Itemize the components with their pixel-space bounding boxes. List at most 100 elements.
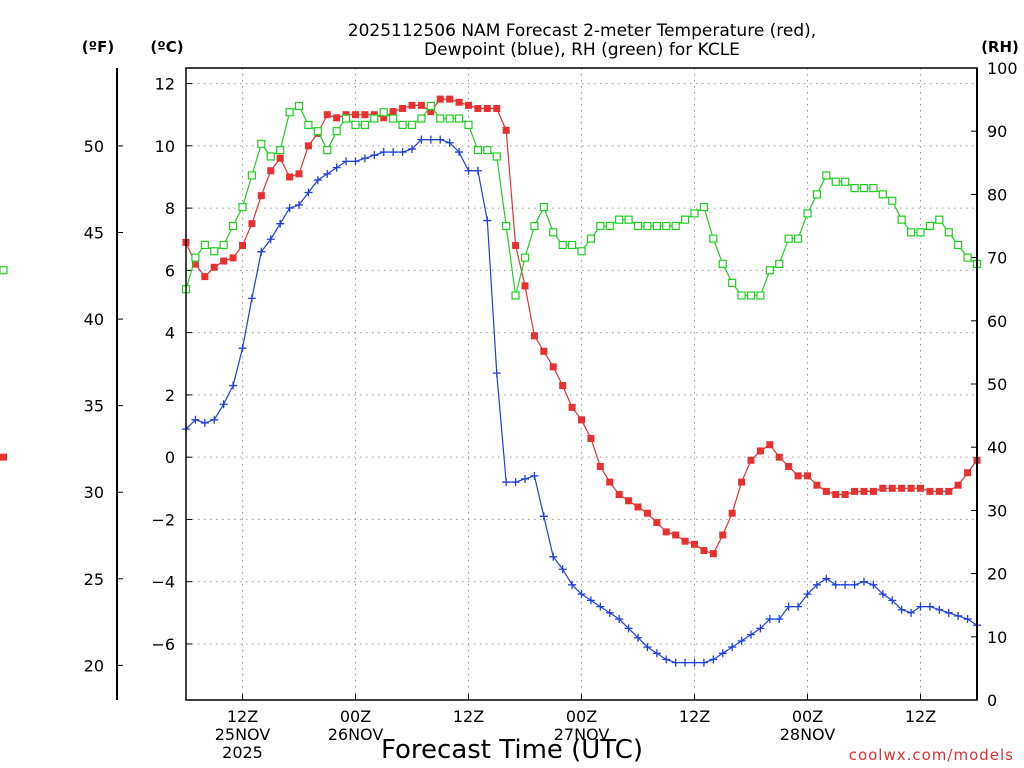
- 2-meter-temperature-point: [361, 111, 369, 119]
- 2-meter-temperature-point: [653, 519, 661, 527]
- dewpoint-point: [455, 148, 464, 157]
- rh-point: [728, 278, 737, 287]
- rh-point: [803, 209, 812, 218]
- rh-point: [756, 291, 765, 300]
- 2-meter-temperature-point: [191, 260, 199, 268]
- dewpoint-point: [652, 649, 661, 658]
- dewpoint-point: [794, 602, 803, 611]
- rh-point: [615, 215, 624, 224]
- dewpoint-point: [398, 148, 407, 157]
- 2-meter-temperature-point: [747, 456, 755, 464]
- dewpoint-point: [351, 157, 360, 166]
- 2-meter-temperature-point: [935, 487, 943, 495]
- rh-point: [539, 202, 548, 212]
- dewpoint-point: [577, 590, 586, 599]
- dewpoint-point: [690, 658, 699, 667]
- rh-tick-label: 60: [987, 312, 1007, 331]
- rh-point: [775, 259, 784, 269]
- rh-point: [398, 120, 407, 129]
- celsius-tick-label: 2: [165, 386, 175, 405]
- celsius-tick-label: 8: [165, 199, 175, 218]
- dewpoint-point: [342, 157, 351, 166]
- celsius-tick-label: 10: [155, 137, 175, 156]
- 2-meter-temperature-point: [257, 192, 265, 200]
- dewpoint-point: [332, 163, 341, 172]
- 2-meter-temperature-point: [549, 363, 557, 371]
- 2-meter-temperature-point: [662, 528, 670, 536]
- 2-meter-temperature-point: [681, 537, 689, 545]
- rh-point: [643, 221, 652, 231]
- dewpoint-point: [916, 602, 925, 611]
- dewpoint-point: [257, 247, 266, 256]
- rh-point: [219, 240, 228, 250]
- rh-point: [210, 247, 219, 256]
- rh-point: [341, 114, 351, 123]
- dewpoint-point: [238, 344, 247, 353]
- dewpoint-point: [219, 400, 228, 409]
- rh-tick-label: 10: [987, 628, 1007, 647]
- time-tick-label: 12Z: [453, 707, 484, 726]
- 2-meter-temperature-point: [822, 487, 830, 495]
- 2-meter-temperature-point: [474, 104, 482, 112]
- 2-meter-temperature-point: [502, 126, 510, 134]
- rh-point: [389, 114, 398, 123]
- dewpoint-point: [313, 176, 322, 185]
- rh-point: [906, 228, 916, 237]
- rh-point: [238, 202, 247, 212]
- rh-point: [662, 221, 671, 231]
- 2-meter-temperature-point: [832, 491, 840, 499]
- rh-point: [718, 259, 727, 269]
- dewpoint-point: [502, 478, 511, 487]
- 2-meter-temperature-point: [465, 101, 472, 109]
- 2-meter-temperature-point: [512, 241, 520, 249]
- dewpoint-point: [530, 471, 539, 480]
- 2-meter-temperature-point: [756, 447, 764, 455]
- source-credit: coolwx.com/models: [849, 746, 1014, 764]
- rh-point: [605, 221, 614, 231]
- rh-point: [596, 221, 605, 231]
- time-tick-label: 00Z: [792, 707, 823, 726]
- fahrenheit-tick-label: 45: [84, 223, 104, 242]
- dewpoint-point: [247, 294, 256, 303]
- 2-meter-temperature-point: [606, 478, 614, 486]
- dewpoint-point: [445, 138, 454, 147]
- 2-meter-temperature-point: [248, 220, 256, 228]
- time-tick-label: 2025: [222, 743, 263, 762]
- 2-meter-temperature-point: [964, 469, 972, 477]
- dewpoint-point: [464, 166, 473, 175]
- grid-lines: [186, 68, 977, 700]
- rh-tick-label: 70: [987, 249, 1007, 268]
- dewpoint-point: [671, 658, 680, 667]
- rh-point: [746, 291, 756, 300]
- 2-meter-temperature-point: [888, 484, 896, 492]
- celsius-tick-label: 6: [165, 261, 175, 280]
- 2-meter-temperature-point: [907, 484, 915, 492]
- dewpoint-point: [812, 580, 821, 589]
- 2-meter-temperature-point: [399, 104, 407, 112]
- rh-point: [294, 101, 304, 111]
- 2-meter-temperature-point: [775, 453, 783, 461]
- dewpoint-point: [483, 216, 492, 225]
- rh-point: [247, 171, 257, 180]
- rh-point: [822, 171, 831, 180]
- rh-point: [407, 120, 417, 129]
- 2-meter-temperature-point: [851, 487, 859, 495]
- dewpoint-point: [558, 565, 567, 574]
- 2-meter-temperature-point: [879, 484, 887, 492]
- rh-point: [850, 183, 859, 193]
- 2-meter-temperature-point: [389, 108, 397, 116]
- dewpoint-point: [869, 580, 878, 589]
- 2-meter-temperature-point: [926, 487, 934, 495]
- rh-point: [558, 240, 567, 250]
- dewpoint-point: [285, 204, 294, 213]
- rh-point: [831, 177, 840, 186]
- 2-meter-temperature-point: [333, 114, 341, 122]
- dewpoint-point: [925, 602, 934, 611]
- time-tick-label: 00Z: [340, 707, 371, 726]
- rh-point: [492, 152, 501, 161]
- dewpoint-point: [304, 188, 313, 197]
- dewpoint-point: [699, 658, 708, 667]
- dewpoint-point: [747, 630, 755, 639]
- 2-meter-temperature-point: [841, 491, 849, 499]
